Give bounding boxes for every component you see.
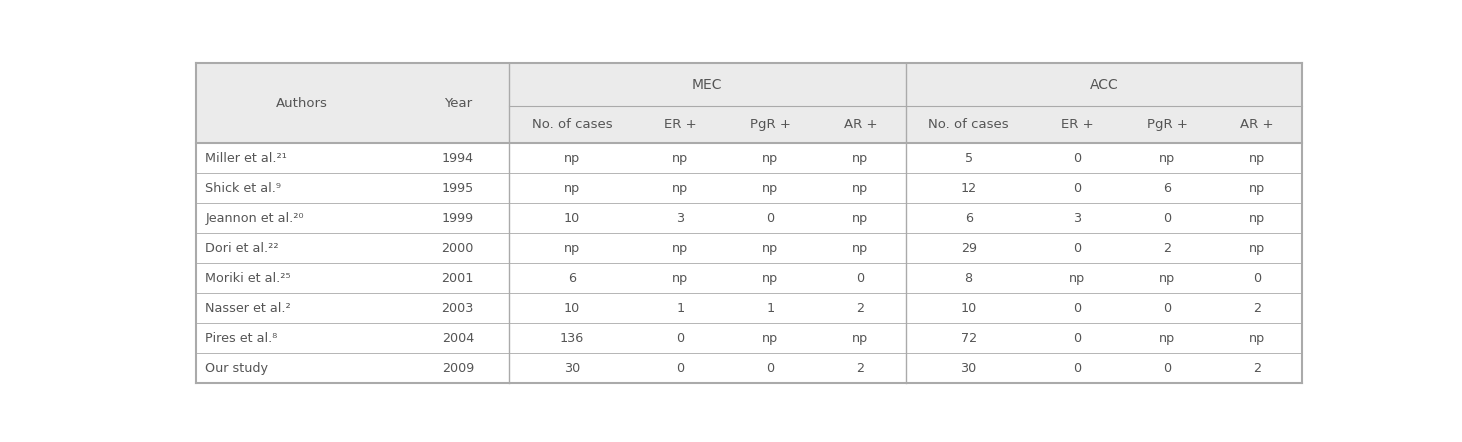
Text: 0: 0 (1253, 272, 1262, 285)
Text: 0: 0 (1073, 362, 1080, 375)
Text: No. of cases: No. of cases (532, 118, 613, 131)
Text: np: np (1249, 242, 1265, 255)
Text: ER +: ER + (1060, 118, 1094, 131)
Text: 2: 2 (1162, 242, 1171, 255)
Text: np: np (762, 182, 778, 195)
Text: PgR +: PgR + (1146, 118, 1187, 131)
Text: np: np (673, 152, 689, 165)
Text: np: np (762, 242, 778, 255)
Text: 10: 10 (564, 212, 580, 225)
Text: np: np (1159, 272, 1175, 285)
Text: AR +: AR + (1240, 118, 1273, 131)
Text: 1: 1 (675, 302, 684, 315)
Text: 0: 0 (1162, 302, 1171, 315)
Text: Dori et al.²²: Dori et al.²² (205, 242, 279, 255)
Text: 0: 0 (675, 362, 684, 375)
Text: np: np (762, 332, 778, 345)
Text: 12: 12 (961, 182, 977, 195)
Text: 3: 3 (675, 212, 684, 225)
Text: np: np (1069, 272, 1085, 285)
Text: 29: 29 (961, 242, 977, 255)
Text: np: np (762, 152, 778, 165)
Text: 0: 0 (1073, 332, 1080, 345)
Text: 5: 5 (965, 152, 972, 165)
Text: 2001: 2001 (442, 272, 474, 285)
Text: np: np (762, 272, 778, 285)
Text: 2: 2 (1253, 302, 1262, 315)
Text: 30: 30 (564, 362, 580, 375)
Text: np: np (564, 182, 580, 195)
Text: 1995: 1995 (442, 182, 474, 195)
Text: 1: 1 (766, 302, 775, 315)
Text: np: np (673, 272, 689, 285)
Text: 6: 6 (1162, 182, 1171, 195)
Text: np: np (564, 152, 580, 165)
Text: np: np (852, 212, 868, 225)
Text: Nasser et al.²: Nasser et al.² (205, 302, 291, 315)
Text: 2: 2 (1253, 362, 1262, 375)
Text: Shick et al.⁹: Shick et al.⁹ (205, 182, 281, 195)
Text: 0: 0 (1162, 212, 1171, 225)
Text: 6: 6 (965, 212, 972, 225)
Text: 2: 2 (857, 362, 864, 375)
Text: 0: 0 (1073, 152, 1080, 165)
Text: 2003: 2003 (442, 302, 474, 315)
Text: 10: 10 (564, 302, 580, 315)
Text: 1994: 1994 (442, 152, 474, 165)
Text: 2000: 2000 (442, 242, 474, 255)
Text: 0: 0 (1073, 242, 1080, 255)
Text: np: np (673, 182, 689, 195)
Text: 10: 10 (961, 302, 977, 315)
Text: 0: 0 (1073, 182, 1080, 195)
Text: 8: 8 (965, 272, 972, 285)
Text: np: np (852, 152, 868, 165)
Text: 6: 6 (567, 272, 576, 285)
Text: 2009: 2009 (442, 362, 474, 375)
Text: ER +: ER + (664, 118, 696, 131)
Text: Moriki et al.²⁵: Moriki et al.²⁵ (205, 272, 291, 285)
Text: Jeannon et al.²⁰: Jeannon et al.²⁰ (205, 212, 304, 225)
Text: Pires et al.⁸: Pires et al.⁸ (205, 332, 278, 345)
Text: 0: 0 (1162, 362, 1171, 375)
Text: np: np (1249, 182, 1265, 195)
Text: np: np (1159, 152, 1175, 165)
Text: Our study: Our study (205, 362, 269, 375)
Text: 136: 136 (560, 332, 585, 345)
Text: No. of cases: No. of cases (928, 118, 1009, 131)
Text: np: np (852, 242, 868, 255)
Text: 0: 0 (675, 332, 684, 345)
Text: 0: 0 (1073, 302, 1080, 315)
Text: ACC: ACC (1089, 78, 1118, 92)
Text: PgR +: PgR + (750, 118, 791, 131)
Text: 0: 0 (766, 212, 775, 225)
Text: np: np (852, 182, 868, 195)
Text: np: np (1249, 212, 1265, 225)
Text: Authors: Authors (275, 97, 327, 110)
Text: 0: 0 (766, 362, 775, 375)
Text: np: np (852, 332, 868, 345)
Text: MEC: MEC (692, 78, 722, 92)
Text: np: np (564, 242, 580, 255)
Text: np: np (1249, 332, 1265, 345)
Text: AR +: AR + (844, 118, 877, 131)
Bar (196, 63, 1303, 143)
Text: 2: 2 (857, 302, 864, 315)
Text: np: np (1249, 152, 1265, 165)
Text: 1999: 1999 (442, 212, 474, 225)
Text: Year: Year (444, 97, 472, 110)
Text: Miller et al.²¹: Miller et al.²¹ (205, 152, 288, 165)
Text: 72: 72 (961, 332, 977, 345)
Text: np: np (673, 242, 689, 255)
Text: 3: 3 (1073, 212, 1080, 225)
Text: np: np (1159, 332, 1175, 345)
Text: 30: 30 (961, 362, 977, 375)
Text: 2004: 2004 (442, 332, 474, 345)
Text: 0: 0 (857, 272, 864, 285)
